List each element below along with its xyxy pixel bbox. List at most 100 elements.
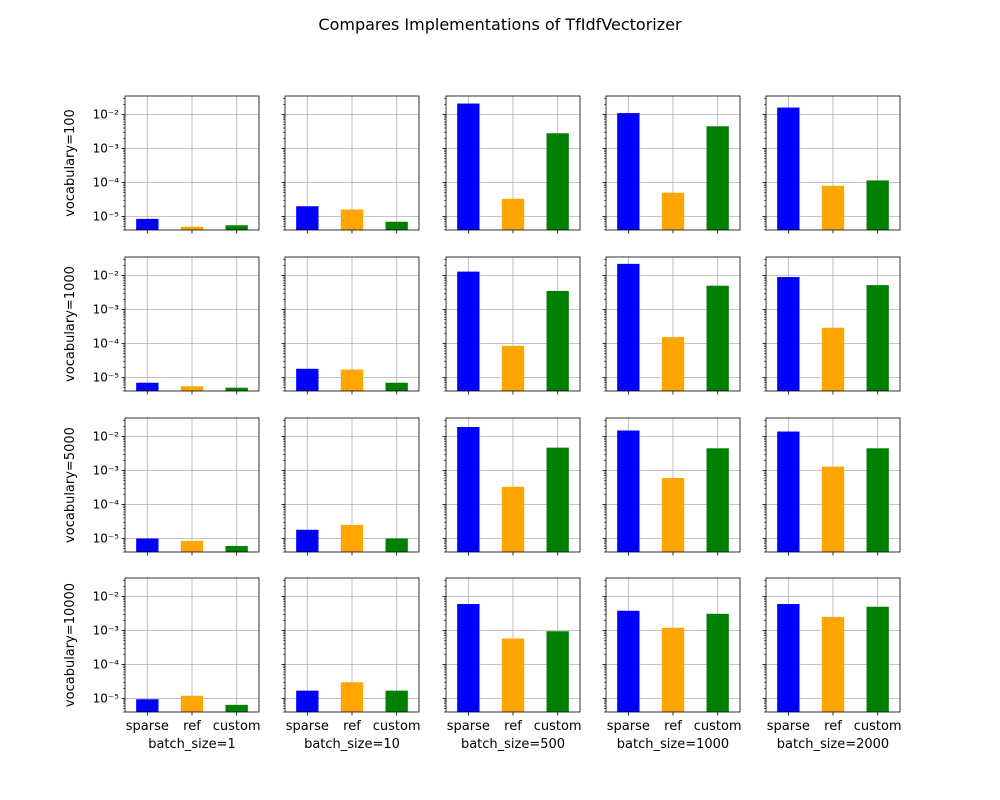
bar-custom (546, 290, 569, 391)
y-axis-label: vocabulary=1000 (63, 266, 78, 382)
subplot-r3-c2: sparse ref custom batch_size=500 (442, 577, 582, 752)
y-tick-label: 10⁻⁴ (93, 175, 120, 189)
bar-custom (385, 690, 408, 712)
bar-sparse (777, 431, 800, 552)
y-tick-label: 10⁻⁴ (93, 497, 120, 511)
y-tick-label: 10⁻² (93, 268, 120, 282)
subplot-r2-c3 (602, 417, 741, 556)
subplot-r0-c2 (442, 95, 581, 234)
subplot-r0-c1 (281, 95, 420, 234)
bar-custom (225, 387, 248, 391)
subplot-r2-c0: 10⁻⁵ 10⁻⁴ 10⁻³ 10⁻² vocabulary=5000 (63, 417, 260, 556)
bar-custom (225, 225, 248, 230)
x-tick-label: custom (373, 719, 421, 734)
bar-ref (661, 627, 685, 712)
bar-ref (340, 369, 364, 391)
bar-custom (385, 221, 408, 230)
x-tick-label: custom (213, 719, 261, 734)
bar-ref (501, 198, 525, 230)
y-tick-label: 10⁻⁵ (93, 209, 120, 223)
bar-ref (821, 466, 845, 552)
bar-custom (546, 447, 569, 552)
x-axis-label: batch_size=10 (304, 737, 400, 752)
y-axis-label: vocabulary=100 (63, 109, 78, 217)
bar-custom (225, 704, 248, 712)
bar-ref (340, 682, 364, 712)
bar-sparse (777, 107, 800, 230)
y-tick-label: 10⁻⁴ (93, 657, 120, 671)
bar-sparse (457, 103, 480, 230)
bar-ref (821, 616, 845, 712)
subplot-r1-c1 (281, 256, 420, 395)
chart-title: Compares Implementations of TfIdfVectori… (318, 15, 682, 34)
y-tick-label: 10⁻⁵ (93, 691, 120, 705)
bar-sparse (457, 604, 480, 712)
bar-ref (340, 524, 364, 552)
bar-sparse (296, 690, 319, 712)
bar-ref (180, 540, 204, 552)
subplot-r1-c0: 10⁻⁵ 10⁻⁴ 10⁻³ 10⁻² vocabulary=1000 (63, 256, 260, 395)
subplot-r0-c0: 10⁻⁵ 10⁻⁴ 10⁻³ 10⁻² vocabulary=100 (63, 95, 260, 234)
y-axis-label: vocabulary=5000 (63, 427, 78, 543)
bar-sparse (457, 427, 480, 552)
y-tick-label: 10⁻⁴ (93, 336, 120, 350)
bar-custom (225, 546, 248, 552)
bar-sparse (777, 277, 800, 391)
bar-ref (180, 386, 204, 391)
x-tick-label: ref (504, 719, 522, 734)
bar-ref (821, 327, 845, 391)
bar-sparse (617, 263, 640, 391)
bar-sparse (617, 113, 640, 230)
bar-custom (706, 613, 729, 712)
bar-custom (706, 448, 729, 552)
y-tick-label: 10⁻² (93, 429, 120, 443)
y-tick-label: 10⁻³ (93, 623, 120, 637)
x-axis-label: batch_size=2000 (777, 737, 889, 752)
bar-sparse (136, 538, 159, 552)
x-tick-label: custom (854, 719, 902, 734)
bar-ref (661, 192, 685, 230)
bar-ref (821, 185, 845, 230)
x-axis-label: batch_size=500 (461, 737, 565, 752)
bar-sparse (617, 610, 640, 712)
y-tick-label: 10⁻³ (93, 141, 120, 155)
subplot-r2-c1 (281, 417, 420, 556)
bar-custom (546, 133, 569, 230)
bar-sparse (296, 368, 319, 391)
bar-ref (661, 478, 685, 552)
subplot-r1-c4 (762, 256, 901, 395)
bar-custom (385, 382, 408, 391)
x-tick-label: sparse (286, 719, 329, 734)
x-tick-label: custom (694, 719, 742, 734)
y-tick-label: 10⁻² (93, 589, 120, 603)
x-tick-label: sparse (767, 719, 810, 734)
x-tick-label: ref (183, 719, 201, 734)
bar-ref (501, 486, 525, 552)
subplot-r3-c4: sparse ref custom batch_size=2000 (762, 577, 902, 752)
bar-custom (706, 126, 729, 230)
x-tick-label: sparse (607, 719, 650, 734)
bar-sparse (136, 382, 159, 391)
x-tick-label: ref (664, 719, 682, 734)
y-tick-label: 10⁻³ (93, 302, 120, 316)
x-tick-label: custom (534, 719, 582, 734)
bar-custom (866, 606, 889, 712)
subplot-r1-c2 (442, 256, 581, 395)
bar-sparse (296, 529, 319, 552)
subplot-r2-c2 (442, 417, 581, 556)
bar-ref (180, 695, 204, 712)
subplot-r0-c3 (602, 95, 741, 234)
bar-sparse (136, 218, 159, 230)
bar-custom (866, 285, 889, 391)
x-tick-label: sparse (126, 719, 169, 734)
subplot-r3-c0: 10⁻⁵ 10⁻⁴ 10⁻³ 10⁻² sparse ref custom batch_siz… (63, 577, 261, 752)
bar-custom (546, 631, 569, 712)
bar-ref (501, 638, 525, 712)
bar-custom (866, 448, 889, 552)
bar-sparse (136, 699, 159, 712)
y-tick-label: 10⁻⁵ (93, 370, 120, 384)
subplot-grid: 10⁻⁵10⁻⁴10⁻³10⁻²vocabulary=10010⁻⁵10⁻⁴10… (63, 95, 902, 752)
bar-custom (385, 538, 408, 552)
bar-ref (501, 345, 525, 391)
